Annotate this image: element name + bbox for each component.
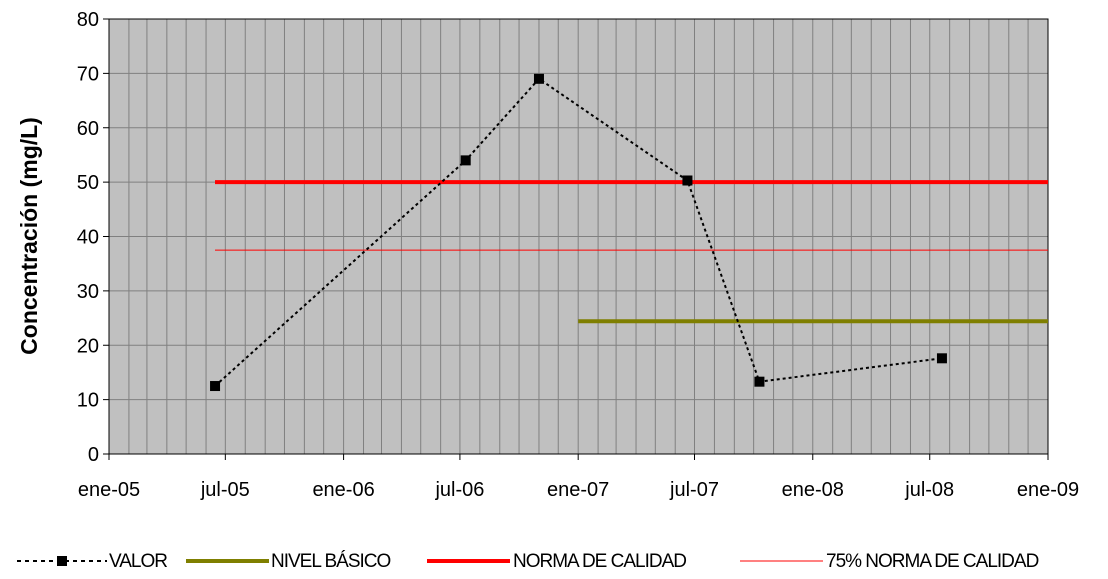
y-tick-label: 10: [77, 390, 99, 412]
y-tick-label: 60: [77, 118, 99, 140]
y-tick-label: 70: [77, 63, 99, 85]
y-axis-label: Concentración (mg/L): [16, 117, 42, 355]
data-point: [754, 376, 765, 387]
x-tick-label: ene-07: [547, 479, 609, 501]
y-tick-label: 0: [88, 444, 99, 466]
y-tick-label: 30: [77, 281, 99, 303]
series-line-valor: [214, 77, 943, 387]
data-point: [460, 155, 471, 166]
series-layer: [210, 73, 1048, 392]
x-tick-label: jul-05: [200, 479, 250, 501]
x-tick-label: ene-06: [312, 479, 374, 501]
legend-label: VALOR: [109, 551, 167, 572]
y-tick-label: 20: [77, 335, 99, 357]
data-point: [936, 353, 947, 364]
legend-marker: [57, 556, 67, 566]
data-point: [210, 381, 221, 392]
x-tick-label: ene-05: [78, 479, 140, 501]
data-point: [533, 73, 544, 84]
legend-label: 75% NORMA DE CALIDAD: [826, 551, 1039, 572]
y-tick-label: 50: [77, 172, 99, 194]
y-axis: 0 10 20 30 40 50 60 70 80: [77, 9, 109, 466]
y-tick-label: 40: [77, 227, 99, 249]
legend: VALOR NIVEL BÁSICO NORMA DE CALIDAD 75% NOR…: [17, 551, 1040, 572]
x-axis: ene-05 jul-05 ene-06 jul-06 ene-07 jul-07 ene-…: [78, 454, 1079, 501]
y-tick-label: 80: [77, 9, 99, 31]
legend-label: NIVEL BÁSICO: [271, 551, 391, 572]
data-point: [682, 175, 693, 186]
x-tick-label: ene-08: [782, 479, 844, 501]
legend-label: NORMA DE CALIDAD: [513, 551, 686, 572]
x-tick-label: jul-07: [669, 479, 719, 501]
x-tick-label: ene-09: [1017, 479, 1079, 501]
x-tick-label: jul-08: [904, 479, 954, 501]
x-tick-label: jul-06: [434, 479, 484, 501]
